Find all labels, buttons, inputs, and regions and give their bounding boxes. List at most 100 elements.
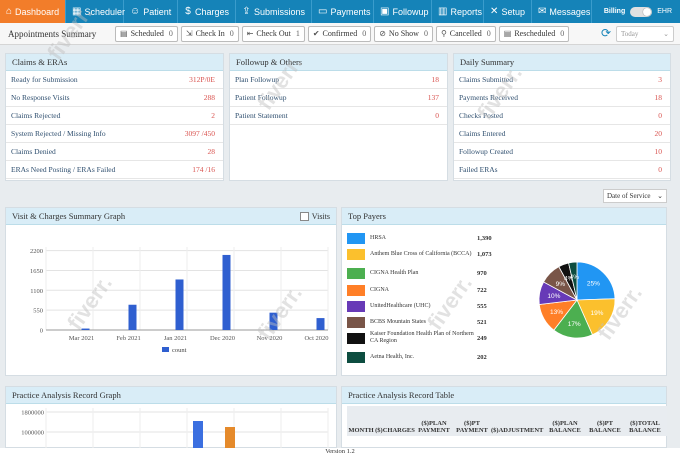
envelope-icon: ✉ <box>538 5 547 17</box>
row-value: 3 <box>658 75 662 84</box>
mode-switch: Billing EHR <box>604 0 680 23</box>
ehr-label: EHR <box>657 8 672 15</box>
payer-color-swatch <box>347 284 365 296</box>
payer-hrsa[interactable]: HRSA 1,390 <box>347 231 492 245</box>
payer-cigna-health-plan[interactable]: CIGNA Health Plan 970 <box>347 266 487 280</box>
table-header-plan-payment[interactable]: ($)PLAN PAYMENT <box>418 420 450 434</box>
nav-item-messages[interactable]: ✉ Messages <box>532 0 592 23</box>
row-value: 28 <box>207 147 216 156</box>
rescheduled-button[interactable]: ▤ Rescheduled 0 <box>498 25 570 42</box>
chevron-down-icon: ⌄ <box>657 192 663 200</box>
row-label[interactable]: System Rejected / Missing Info <box>11 129 106 138</box>
nav-item-label: Payments <box>330 6 371 17</box>
summary-row-checks-posted[interactable]: Checks Posted 0 <box>454 107 670 125</box>
appt-count: 1 <box>295 29 300 38</box>
bar-nov-2020 <box>269 312 278 330</box>
bar-jan-2021 <box>175 279 184 330</box>
payer-aetna-health-inc[interactable]: Aetna Health, Inc. 202 <box>347 350 487 364</box>
row-label[interactable]: Claims Entered <box>459 129 506 138</box>
payer-color-swatch <box>347 232 365 244</box>
row-value: 288 <box>203 93 215 102</box>
wrench-icon: ✕ <box>490 5 499 17</box>
billing-ehr-toggle[interactable] <box>630 6 653 17</box>
followup-title: Followup & Others <box>230 54 447 71</box>
row-label[interactable]: Followup Created <box>459 147 513 156</box>
pie-slice-label: 4% <box>564 275 574 282</box>
scheduled-button[interactable]: ▤ Scheduled 0 <box>115 25 178 42</box>
nav-item-dashboard[interactable]: ⌂ Dashboard <box>0 0 66 23</box>
row-label[interactable]: ERAs Need Posting / ERAs Failed <box>11 165 116 174</box>
nav-item-patient[interactable]: ☺ Patient <box>124 0 178 23</box>
summary-row-patient-followup[interactable]: Patient Followup 137 <box>230 89 447 107</box>
date-of-service-select[interactable]: Date of Service ⌄ <box>603 189 667 203</box>
summary-row-no-response-visits[interactable]: No Response Visits 288 <box>6 89 223 107</box>
row-value: 20 <box>654 129 663 138</box>
row-label[interactable]: Patient Followup <box>235 93 287 102</box>
payer-count: 555 <box>477 302 487 310</box>
table-header-adjustment[interactable]: ($)ADJUSTMENT <box>491 427 544 434</box>
nav-item-submissions[interactable]: ⇪ Submissions <box>236 0 312 23</box>
row-label[interactable]: No Response Visits <box>11 93 70 102</box>
pie-slice-label: 9% <box>556 281 566 288</box>
nav-item-label: Messages <box>549 6 591 17</box>
payer-anthem-blue-cross-of-california-bcca[interactable]: Anthem Blue Cross of California (BCCA) 1,… <box>347 247 492 261</box>
nav-item-label: Reports <box>450 6 482 17</box>
summary-row-claims-denied[interactable]: Claims Denied 28 <box>6 143 223 161</box>
payer-cigna[interactable]: CIGNA 722 <box>347 283 487 297</box>
table-header-plan-balance[interactable]: ($)PLAN BALANCE <box>549 420 581 434</box>
row-label[interactable]: Checks Posted <box>459 111 503 120</box>
table-header-month[interactable]: MONTH <box>348 427 374 434</box>
row-label[interactable]: Claims Rejected <box>11 111 61 120</box>
appt-label: Scheduled <box>130 29 164 38</box>
nav-item-reports[interactable]: ▥ Reports <box>432 0 484 23</box>
payer-name: CIGNA Health Plan <box>370 269 419 276</box>
nav-item-charges[interactable]: $ Charges <box>178 0 236 23</box>
claims-rows: Ready for Submission 312P/0E No Response V… <box>6 71 223 179</box>
visits-checkbox-wrap[interactable]: Visits <box>299 211 330 221</box>
summary-row-system-rejected-missing-info[interactable]: System Rejected / Missing Info 3097 /450 <box>6 125 223 143</box>
nav-item-followup[interactable]: ▣ Followup <box>374 0 432 23</box>
payer-bcbs-mountain-states[interactable]: BCBS Mountain States 521 <box>347 315 487 329</box>
table-header-pt-balance[interactable]: ($)PT BALANCE <box>589 420 621 434</box>
followup-rows: Plan Followup 18 Patient Followup 137 Patien… <box>230 71 447 125</box>
row-label[interactable]: Ready for Submission <box>11 75 78 84</box>
row-label[interactable]: Failed ERAs <box>459 165 498 174</box>
summary-row-patient-statement[interactable]: Patient Statement 0 <box>230 107 447 125</box>
row-label[interactable]: Payments Received <box>459 93 518 102</box>
row-label[interactable]: Patient Statement <box>235 111 288 120</box>
table-header-pt-payment[interactable]: ($)PT PAYMENT <box>456 420 488 434</box>
check-in-button[interactable]: ⇲ Check In 0 <box>180 25 239 42</box>
summary-row-claims-rejected[interactable]: Claims Rejected 2 <box>6 107 223 125</box>
check-out-button[interactable]: ⇤ Check Out 1 <box>241 25 305 42</box>
payer-unitedhealthcare-uhc[interactable]: UnitedHealthcare (UHC) 555 <box>347 299 487 313</box>
cancelled-button[interactable]: ⚲ Cancelled 0 <box>435 25 496 42</box>
payer-kaiser-foundation-health-plan-of-northern-ca-region[interactable]: Kaiser Foundation Health Plan of Norther… <box>347 331 487 345</box>
day-filter-value: Today <box>621 29 639 38</box>
confirmed-button[interactable]: ✔ Confirmed 0 <box>307 25 372 42</box>
nav-item-setup[interactable]: ✕ Setup <box>484 0 532 23</box>
summary-row-followup-created[interactable]: Followup Created 10 <box>454 143 670 161</box>
visits-checkbox[interactable] <box>299 211 309 221</box>
row-label[interactable]: Claims Submitted <box>459 75 513 84</box>
x-tick-label: Jan 2021 <box>164 335 187 342</box>
payer-count: 970 <box>477 269 487 277</box>
summary-row-payments-received[interactable]: Payments Received 18 <box>454 89 670 107</box>
summary-row-claims-submitted[interactable]: Claims Submitted 3 <box>454 71 670 89</box>
appt-label: Cancelled <box>449 29 482 38</box>
y-tick-label: 1800000 <box>21 410 44 417</box>
summary-row-plan-followup[interactable]: Plan Followup 18 <box>230 71 447 89</box>
nav-item-scheduler[interactable]: ▦ Scheduler <box>66 0 125 23</box>
no-show-button[interactable]: ⊘ No Show 0 <box>374 25 433 42</box>
table-header-charges[interactable]: ($)CHARGES <box>375 427 415 434</box>
day-filter-select[interactable]: Today ⌄ <box>616 25 674 42</box>
refresh-icon[interactable]: ⟳ <box>600 26 612 40</box>
practice-bar-payments <box>225 427 235 448</box>
nav-item-payments[interactable]: ▭ Payments <box>312 0 374 23</box>
row-label[interactable]: Plan Followup <box>235 75 279 84</box>
summary-row-ready-for-submission[interactable]: Ready for Submission 312P/0E <box>6 71 223 89</box>
row-label[interactable]: Claims Denied <box>11 147 56 156</box>
summary-row-failed-eras[interactable]: Failed ERAs 0 <box>454 161 670 179</box>
summary-row-eras-need-posting-eras-failed[interactable]: ERAs Need Posting / ERAs Failed 174 /16 <box>6 161 223 179</box>
table-header-total-balance[interactable]: ($)TOTAL BALANCE <box>629 420 661 434</box>
summary-row-claims-entered[interactable]: Claims Entered 20 <box>454 125 670 143</box>
